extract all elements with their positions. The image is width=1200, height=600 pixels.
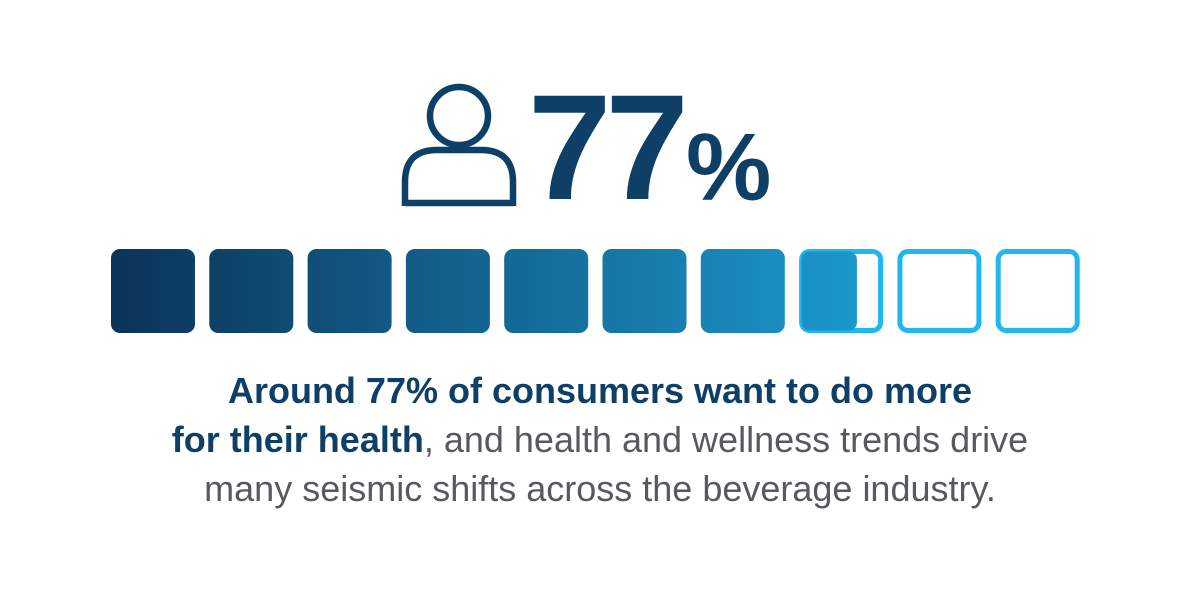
person-icon: [401, 83, 517, 207]
progress-block: [602, 249, 687, 333]
stat-unit: %: [686, 114, 772, 221]
caption-normal-3: many seismic shifts across the beverage …: [204, 468, 996, 509]
progress-block: [209, 249, 294, 333]
progress-block: [405, 249, 490, 333]
caption-normal-2: , and health and wellness trends drive: [423, 419, 1029, 460]
caption-line-1: Around 77% of consumers want to do more: [100, 366, 1100, 415]
caption-text: Around 77% of consumers want to do more …: [100, 366, 1100, 513]
progress-blocks: [111, 249, 1081, 333]
progress-block: [111, 249, 195, 333]
progress-block: [897, 249, 982, 333]
stat-headline: 77 %: [0, 72, 1200, 222]
caption-emphasis-1: Around 77% of consumers want to do more: [227, 370, 973, 411]
caption-line-2: for their health, and health and wellnes…: [100, 415, 1100, 464]
progress-block: [995, 249, 1080, 333]
progress-blocks-graphic: [111, 249, 1080, 333]
stat-value: 77: [528, 63, 689, 231]
progress-block: [307, 249, 392, 333]
progress-block: [504, 249, 589, 333]
caption-emphasis-2: for their health: [171, 419, 424, 460]
progress-block: [700, 249, 785, 333]
progress-block: [799, 249, 884, 333]
caption-line-3: many seismic shifts across the beverage …: [100, 464, 1100, 513]
